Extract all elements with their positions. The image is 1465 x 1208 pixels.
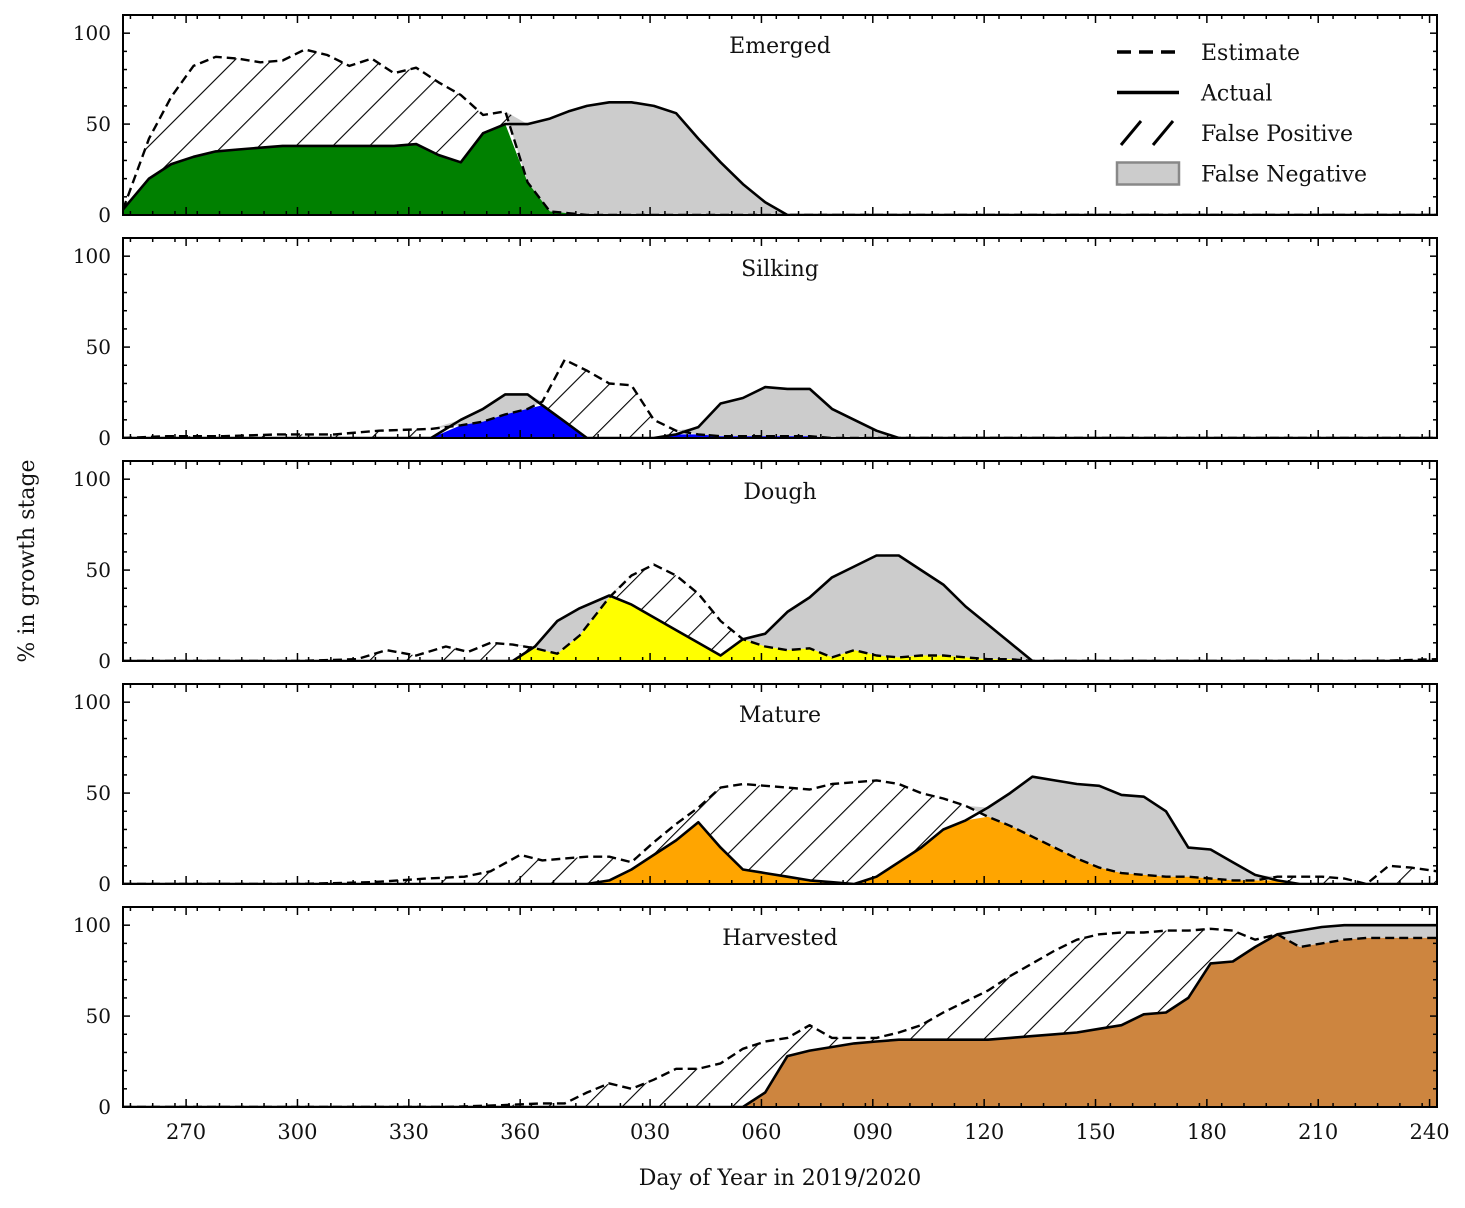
legend-label: False Positive [1201,122,1353,147]
x-axis-label: Day of Year in 2019/2020 [639,1166,921,1191]
legend-label: False Negative [1201,163,1367,188]
panel-silking: 0 50 100 Silking [73,237,1438,450]
x-tick-label: 270 [166,1120,206,1144]
y-tick-label: 50 [86,558,111,582]
y-tick-label: 50 [86,781,111,805]
panel-frame [122,906,1438,1108]
true-positive-area [123,124,1437,215]
y-tick-label: 100 [73,467,111,491]
y-tick-label: 100 [73,913,111,937]
false-positive-area [123,776,1437,884]
panel-frame [122,14,1438,216]
y-tick-label: 0 [98,1095,111,1119]
x-tick-label: 240 [1410,1120,1450,1144]
panel-title: Emerged [729,34,831,59]
estimate-line [123,779,1437,884]
y-tick-label: 100 [73,244,111,268]
x-tick-label: 150 [1075,1120,1115,1144]
true-positive-area [123,405,1437,438]
y-tick-label: 50 [86,335,111,359]
panels-layer: 0 50 100 Emerged Estimate Actual False Positiv… [73,14,1450,1144]
panel-title: Mature [739,703,821,728]
legend: Estimate Actual False Positive False Negati… [1115,41,1367,188]
x-tick-label: 030 [630,1120,670,1144]
x-tick-label: 060 [741,1120,781,1144]
actual-line [123,923,1437,1107]
panel-title: Dough [743,480,816,505]
y-axis-label: % in growth stage [15,459,40,662]
legend-false-negative-swatch [1115,161,1181,186]
actual-line [123,101,1437,215]
estimate-line [123,927,1437,1107]
panel-title: Silking [741,257,819,282]
estimate-line [123,48,1437,215]
y-tick-label: 50 [86,112,111,136]
legend-hatch-stroke [1151,120,1175,146]
legend-label: Actual [1200,82,1272,107]
y-tick-label: 100 [73,21,111,45]
legend-false-positive-swatch [1119,120,1175,146]
actual-line [123,554,1437,661]
panel-harvested: 0 50 100 Harvested 270 300 330 360 030 060 090 120 1… [73,906,1450,1144]
panel-emerged: 0 50 100 Emerged Estimate Actual False Positiv… [73,14,1438,227]
x-tick-label: 210 [1298,1120,1338,1144]
y-tick-label: 100 [73,690,111,714]
y-tick-label: 0 [98,426,111,450]
actual-line [123,775,1437,884]
legend-hatch-stroke [1119,120,1143,146]
legend-label: Estimate [1201,41,1300,66]
x-tick-label: 300 [277,1120,317,1144]
x-tick-label: 090 [853,1120,893,1144]
panel-dough: 0 50 100 Dough [73,460,1438,673]
x-tick-label: 330 [389,1120,429,1144]
x-tick-label: 360 [500,1120,540,1144]
panel-mature: 0 50 100 Mature [73,683,1438,896]
x-tick-label: 120 [964,1120,1004,1144]
panel-frame [122,460,1438,662]
false-negative-area [123,359,1437,438]
panel-title: Harvested [722,926,838,951]
y-tick-label: 0 [98,203,111,227]
panel-frame [122,237,1438,439]
y-tick-label: 50 [86,1004,111,1028]
estimate-line [123,358,1437,438]
false-negative-area [123,555,1437,661]
false-negative-area [123,925,1437,1107]
false-negative-area [123,776,1437,884]
y-tick-label: 0 [98,872,111,896]
x-tick-label: 180 [1187,1120,1227,1144]
true-positive-area [123,934,1437,1107]
panel-frame [122,683,1438,885]
false-positive-area [123,925,1437,1107]
y-tick-label: 0 [98,649,111,673]
